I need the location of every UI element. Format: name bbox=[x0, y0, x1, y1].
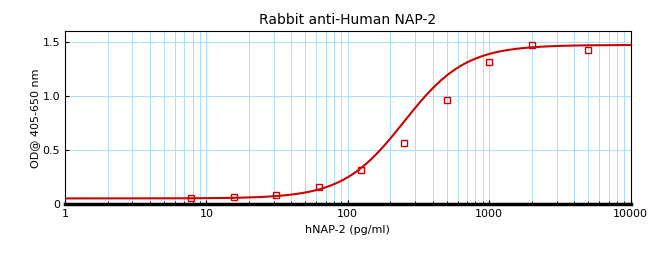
X-axis label: hNAP-2 (pg/ml): hNAP-2 (pg/ml) bbox=[306, 225, 390, 235]
Title: Rabbit anti-Human NAP-2: Rabbit anti-Human NAP-2 bbox=[259, 14, 436, 28]
Y-axis label: OD@ 405-650 nm: OD@ 405-650 nm bbox=[30, 68, 40, 168]
